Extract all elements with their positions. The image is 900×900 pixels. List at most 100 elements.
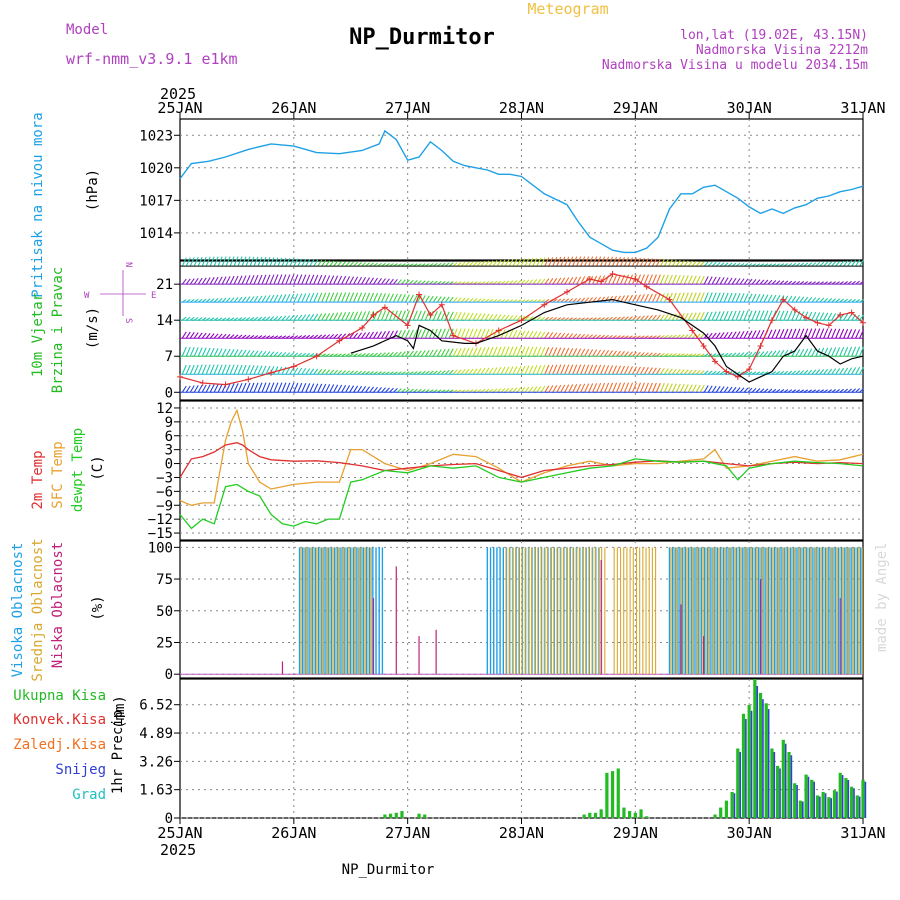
wind-barb [448, 328, 454, 339]
precip-bar [781, 739, 785, 818]
wind-barb [468, 312, 474, 321]
wind-barb [616, 274, 622, 285]
wind-barb [540, 364, 546, 375]
wind-barb [389, 278, 394, 285]
wind-barb [253, 295, 259, 303]
wind-barb [309, 274, 315, 285]
wind-barb [767, 279, 773, 285]
wind-barb [620, 256, 626, 267]
wind-barb [488, 388, 494, 393]
wind-barb [245, 349, 251, 357]
wind-barb [432, 311, 438, 321]
wind-barb [201, 384, 207, 393]
wind-barb [839, 367, 845, 375]
wind-barb [827, 368, 833, 375]
wind-barb [679, 334, 685, 339]
wind-barb [719, 386, 725, 393]
wind-barb [241, 256, 247, 267]
gust-marker [404, 322, 411, 329]
wind-barb [412, 329, 418, 339]
wind-barb [727, 262, 733, 267]
wind-barb [775, 280, 781, 285]
wind-barb [639, 294, 645, 303]
wind-barb [584, 348, 590, 357]
wind-barb [683, 312, 689, 321]
wind-barb [377, 387, 382, 393]
wind-barb [635, 257, 641, 267]
wind-barb [540, 331, 546, 339]
wind-barb [408, 279, 414, 285]
wind-barb [229, 349, 235, 357]
wind-barb [325, 384, 331, 393]
wind-barb [488, 328, 494, 339]
wind-barb [365, 277, 371, 285]
gust-marker [780, 296, 787, 303]
y-tick-label: 6.52 [139, 698, 173, 714]
wind-barb [560, 347, 566, 357]
wind-barb [731, 386, 737, 393]
wind-barb [357, 332, 363, 339]
wind-barb [743, 278, 749, 285]
wind-barb [197, 256, 203, 267]
wind-barb [397, 388, 402, 393]
wind-barb [225, 348, 231, 357]
wind-barb [309, 383, 315, 393]
wind-barb [400, 310, 406, 321]
precip-bar [804, 774, 808, 818]
wind-barb [811, 328, 817, 339]
wind-barb [847, 367, 853, 375]
wind-barb [321, 383, 327, 393]
wind-barb [444, 348, 450, 357]
wind-barb [675, 383, 681, 393]
wind-barb [456, 369, 462, 375]
wind-barb [221, 276, 227, 285]
wind-barb [580, 348, 586, 357]
wind-barb [456, 262, 462, 267]
wind-barb [536, 386, 542, 393]
gust-marker [495, 327, 502, 334]
wind-barb [213, 256, 219, 267]
wind-barb [301, 293, 307, 303]
wind-barb [185, 331, 191, 339]
wind-barb [731, 292, 737, 303]
wind-barb [695, 312, 701, 321]
y-tick-label: 9 [165, 415, 173, 431]
wind-barb [197, 384, 203, 393]
wind-barb [631, 257, 637, 267]
wind-barb [213, 383, 219, 393]
wind-barb [492, 346, 498, 357]
wind-barb [588, 256, 594, 267]
wind-barb [699, 261, 705, 267]
wind-barb [548, 278, 554, 285]
meteogram-label: Meteogram [527, 0, 608, 18]
wind-barb [659, 314, 665, 321]
wind-barb [592, 256, 598, 267]
wind-barb [341, 384, 347, 393]
precip-bar [832, 790, 837, 818]
wind-barb [273, 315, 279, 321]
wind-barb [353, 370, 358, 375]
y-tick-label: 0 [165, 667, 173, 683]
y-tick-label: −15 [148, 526, 173, 542]
wind-barb [249, 296, 255, 303]
y-tick-label: 1023 [139, 128, 173, 144]
wind-barb [321, 292, 327, 303]
pressure-panel-frame [179, 118, 864, 261]
wind-barb [472, 298, 478, 303]
wind-barb [851, 329, 857, 339]
wind-barb [249, 275, 255, 285]
precip-bar [633, 812, 637, 818]
wind-barb [321, 275, 327, 285]
wind-barb [337, 384, 343, 393]
wind-barb [715, 262, 721, 267]
wind-barb [648, 315, 653, 321]
wind-barb [405, 388, 410, 393]
wind-barb [775, 310, 781, 321]
wind-barb [245, 296, 251, 303]
wind-barb [297, 352, 303, 357]
wind-barb [767, 310, 773, 321]
wind-barb [357, 370, 362, 375]
wind-barb [703, 370, 709, 375]
wind-barb [544, 364, 550, 375]
